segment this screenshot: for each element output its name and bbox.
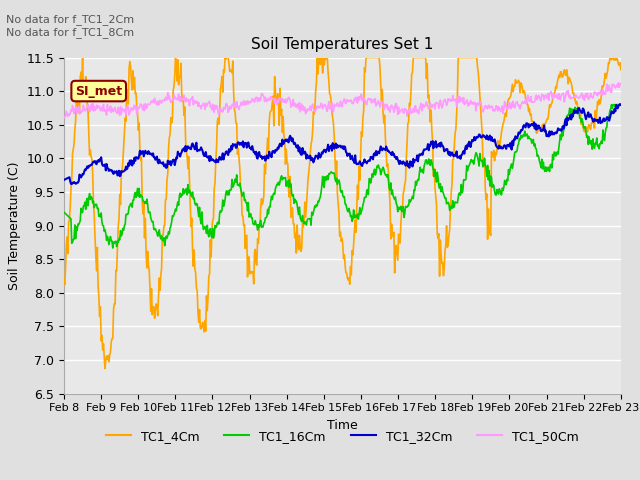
Y-axis label: Soil Temperature (C): Soil Temperature (C) bbox=[8, 161, 21, 290]
Title: Soil Temperatures Set 1: Soil Temperatures Set 1 bbox=[252, 37, 433, 52]
Text: SI_met: SI_met bbox=[75, 84, 122, 97]
Legend: TC1_4Cm, TC1_16Cm, TC1_32Cm, TC1_50Cm: TC1_4Cm, TC1_16Cm, TC1_32Cm, TC1_50Cm bbox=[100, 425, 584, 448]
X-axis label: Time: Time bbox=[327, 419, 358, 432]
Text: No data for f_TC1_2Cm
No data for f_TC1_8Cm: No data for f_TC1_2Cm No data for f_TC1_… bbox=[6, 14, 134, 38]
